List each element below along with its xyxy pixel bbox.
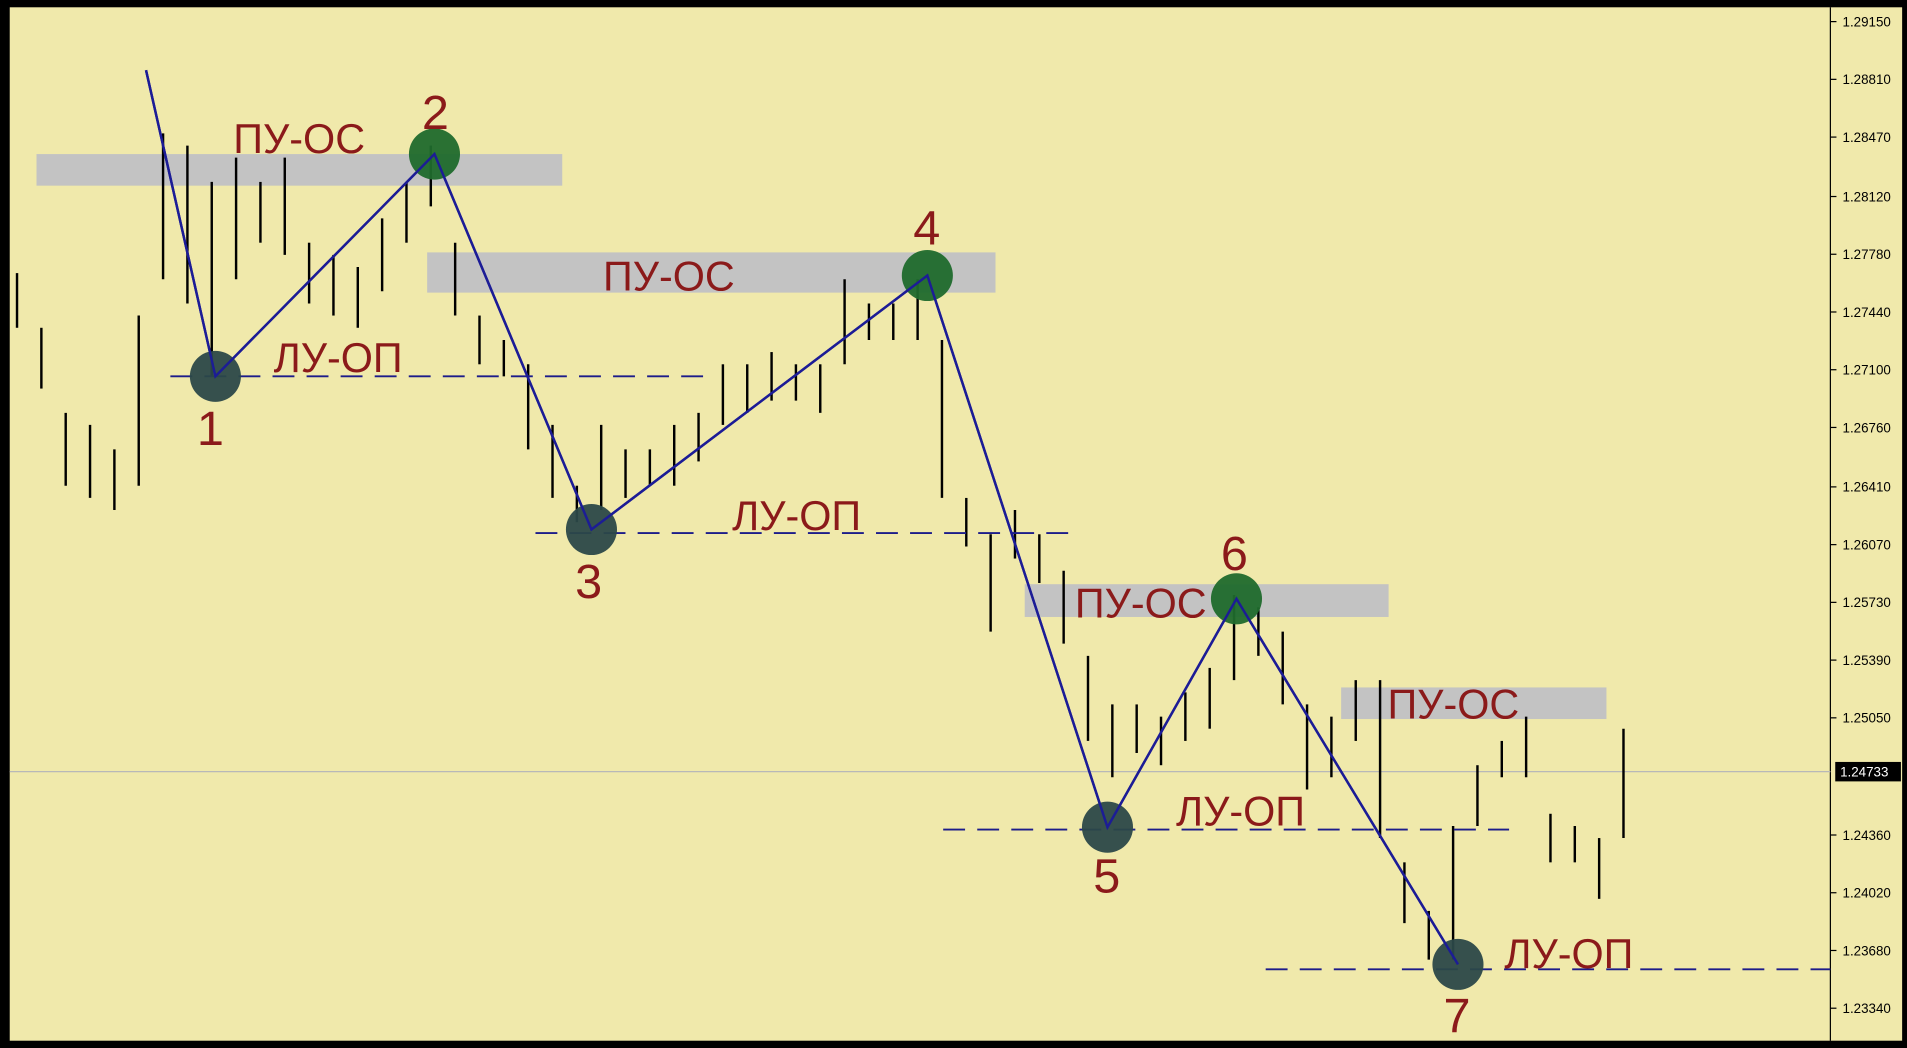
- resistance-zone: [1341, 687, 1607, 720]
- level-label: ЛУ-ОП: [274, 335, 403, 381]
- pivot-label: 6: [1221, 527, 1248, 581]
- y-tick-label: 1.29150: [1843, 14, 1891, 29]
- level-label: ЛУ-ОП: [732, 493, 861, 539]
- pivot-label: 5: [1093, 849, 1120, 903]
- y-tick-label: 1.24360: [1843, 828, 1891, 843]
- pivot-label: 4: [913, 201, 940, 255]
- y-tick-label: 1.25050: [1843, 711, 1891, 726]
- y-tick-label: 1.26760: [1843, 420, 1891, 435]
- pivot-label: 2: [422, 86, 449, 140]
- zone-label: ПУ-ОС: [1387, 682, 1519, 728]
- y-tick-label: 1.24020: [1843, 886, 1891, 901]
- y-tick-label: 1.28470: [1843, 130, 1891, 145]
- y-tick-label: 1.26410: [1843, 480, 1891, 495]
- resistance-zone: [1024, 584, 1389, 617]
- y-tick-label: 1.23340: [1843, 1001, 1891, 1016]
- y-tick-label: 1.25390: [1843, 653, 1891, 668]
- zigzag-line-top: [144, 69, 1460, 966]
- pivot-label: 3: [575, 555, 602, 609]
- y-tick-label: 1.28810: [1843, 72, 1891, 87]
- y-tick-label: 1.27780: [1843, 247, 1891, 262]
- resistance-zone: [36, 154, 563, 186]
- y-tick-label: 1.27100: [1843, 363, 1891, 378]
- zone-label: ПУ-ОС: [1075, 581, 1207, 627]
- level-label: ЛУ-ОП: [1504, 931, 1633, 977]
- y-tick-label: 1.27440: [1843, 305, 1891, 320]
- current-price-label: 1.24733: [1840, 765, 1888, 780]
- y-tick-label: 1.25730: [1843, 595, 1891, 610]
- current-price-box: [1835, 761, 1901, 782]
- zone-label: ПУ-ОС: [233, 116, 365, 162]
- y-tick-label: 1.23680: [1843, 943, 1891, 958]
- zone-label: ПУ-ОС: [603, 254, 735, 300]
- level-label: ЛУ-ОП: [1176, 789, 1305, 835]
- pivot-label: 1: [197, 402, 224, 456]
- resistance-zone: [427, 252, 996, 293]
- pivot-label: 7: [1443, 989, 1470, 1043]
- y-tick-label: 1.28120: [1843, 189, 1891, 204]
- y-tick-label: 1.26070: [1843, 537, 1891, 552]
